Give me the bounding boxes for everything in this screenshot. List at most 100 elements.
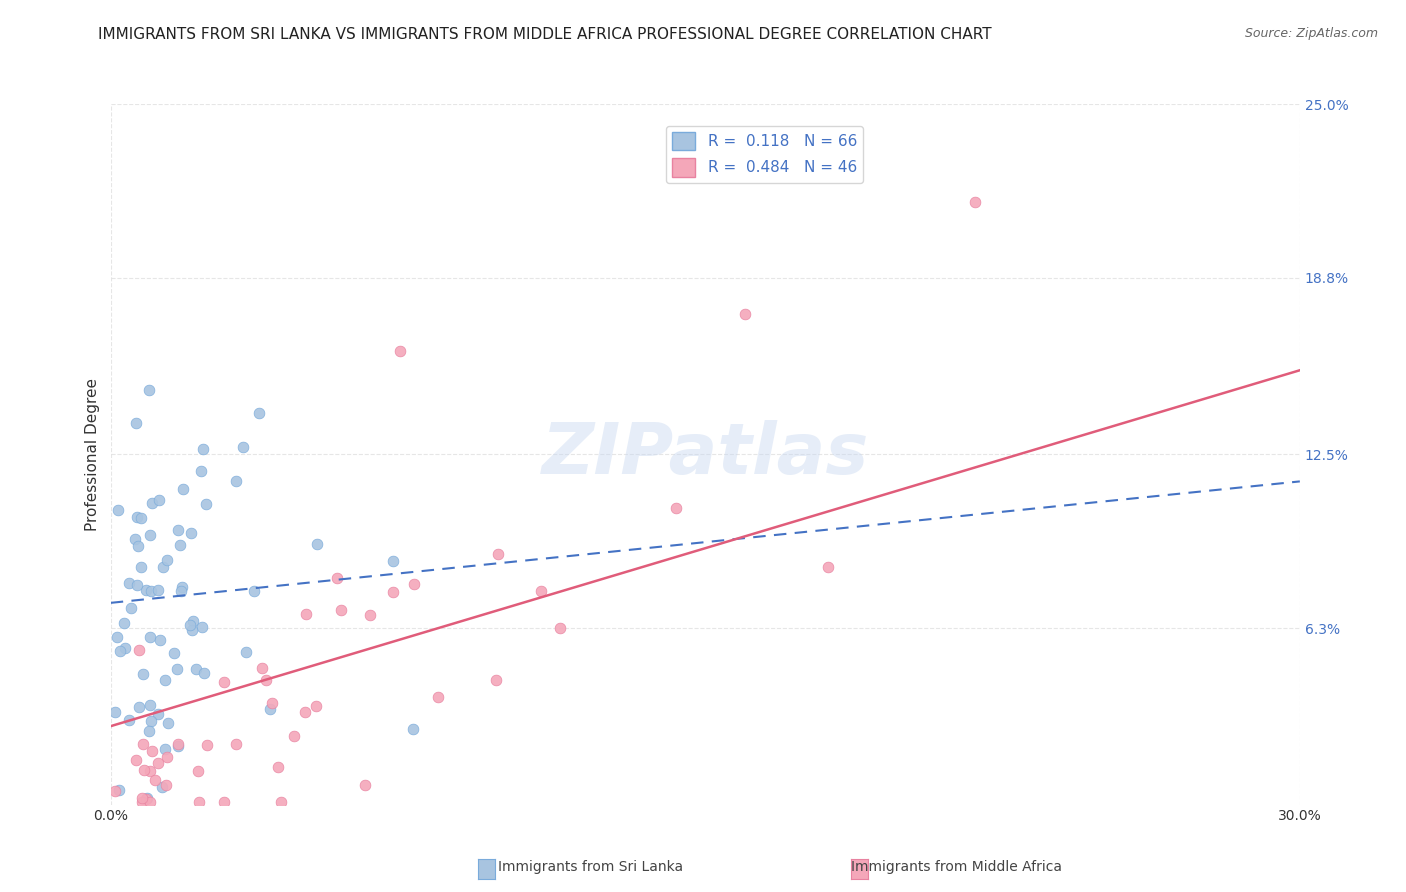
Point (138, 723, 160, 738)
Point (404, 577, 426, 591)
Point (129, 560, 152, 574)
Point (172, 482, 194, 496)
Legend: R =  0.118   N = 66, R =  0.484   N = 46: R = 0.118 N = 66, R = 0.484 N = 46 (666, 126, 863, 183)
Point (139, 764, 162, 779)
Point (162, 646, 184, 660)
Point (963, 195, 986, 210)
Point (118, 575, 141, 590)
Point (141, 744, 163, 758)
Text: Immigrants from Sri Lanka: Immigrants from Sri Lanka (498, 860, 683, 874)
Point (212, 675, 235, 690)
Point (267, 759, 290, 773)
Point (146, 706, 169, 721)
Point (359, 607, 381, 622)
Point (139, 698, 162, 712)
Point (156, 716, 179, 731)
Point (135, 792, 157, 806)
Point (127, 539, 149, 553)
Point (156, 750, 179, 764)
Point (108, 783, 131, 797)
Point (107, 503, 129, 517)
Point (118, 713, 141, 727)
Text: IMMIGRANTS FROM SRI LANKA VS IMMIGRANTS FROM MIDDLE AFRICA PROFESSIONAL DEGREE C: IMMIGRANTS FROM SRI LANKA VS IMMIGRANTS … (98, 27, 993, 42)
Point (146, 582, 169, 597)
Point (235, 645, 257, 659)
Point (170, 584, 193, 599)
Point (734, 307, 756, 321)
Point (167, 737, 190, 751)
Point (169, 537, 191, 551)
Point (139, 631, 162, 645)
Point (212, 795, 235, 809)
Point (128, 642, 150, 657)
Point (188, 795, 211, 809)
Point (191, 619, 214, 633)
Point (153, 742, 176, 756)
Point (104, 705, 127, 719)
Point (389, 343, 412, 358)
Point (486, 547, 509, 561)
Point (128, 699, 150, 714)
Point (250, 661, 273, 675)
Y-axis label: Professional Degree: Professional Degree (86, 378, 100, 531)
Point (665, 501, 688, 516)
Point (295, 607, 318, 621)
Point (191, 442, 214, 457)
Point (136, 791, 159, 805)
Point (152, 560, 174, 574)
Point (305, 537, 328, 551)
Point (127, 510, 149, 524)
Point (294, 705, 316, 719)
Point (283, 729, 305, 743)
Point (329, 603, 352, 617)
Point (105, 631, 128, 645)
Point (179, 618, 201, 632)
Point (135, 583, 157, 598)
Point (170, 580, 193, 594)
Point (190, 464, 212, 478)
Point (108, 644, 131, 658)
Text: Source: ZipAtlas.com: Source: ZipAtlas.com (1244, 27, 1378, 40)
Point (139, 584, 162, 599)
Point (225, 474, 247, 488)
Point (181, 614, 204, 628)
Point (139, 528, 162, 542)
Point (402, 722, 425, 736)
Point (104, 784, 127, 798)
Point (254, 673, 277, 687)
Point (141, 714, 163, 728)
Point (155, 778, 177, 792)
Point (180, 526, 202, 541)
Point (132, 667, 155, 681)
Point (132, 737, 155, 751)
Point (247, 406, 270, 420)
Point (231, 440, 253, 454)
Point (817, 559, 839, 574)
Point (150, 780, 173, 794)
Point (143, 772, 166, 787)
Text: ZIPatlas: ZIPatlas (541, 420, 869, 489)
Point (243, 584, 266, 599)
Point (354, 778, 377, 792)
Point (120, 600, 142, 615)
Point (305, 698, 328, 713)
Point (181, 623, 204, 637)
Point (187, 764, 209, 778)
Point (131, 795, 153, 809)
Point (114, 640, 136, 655)
Point (548, 621, 571, 635)
Point (259, 701, 281, 715)
Point (148, 756, 170, 771)
Point (184, 662, 207, 676)
Point (262, 696, 284, 710)
Point (125, 578, 148, 592)
Point (149, 632, 172, 647)
Point (156, 552, 179, 566)
Point (225, 737, 247, 751)
Point (148, 493, 170, 508)
Point (124, 416, 146, 430)
Point (138, 383, 160, 397)
Point (132, 763, 155, 777)
Point (193, 665, 215, 680)
Point (167, 739, 190, 754)
